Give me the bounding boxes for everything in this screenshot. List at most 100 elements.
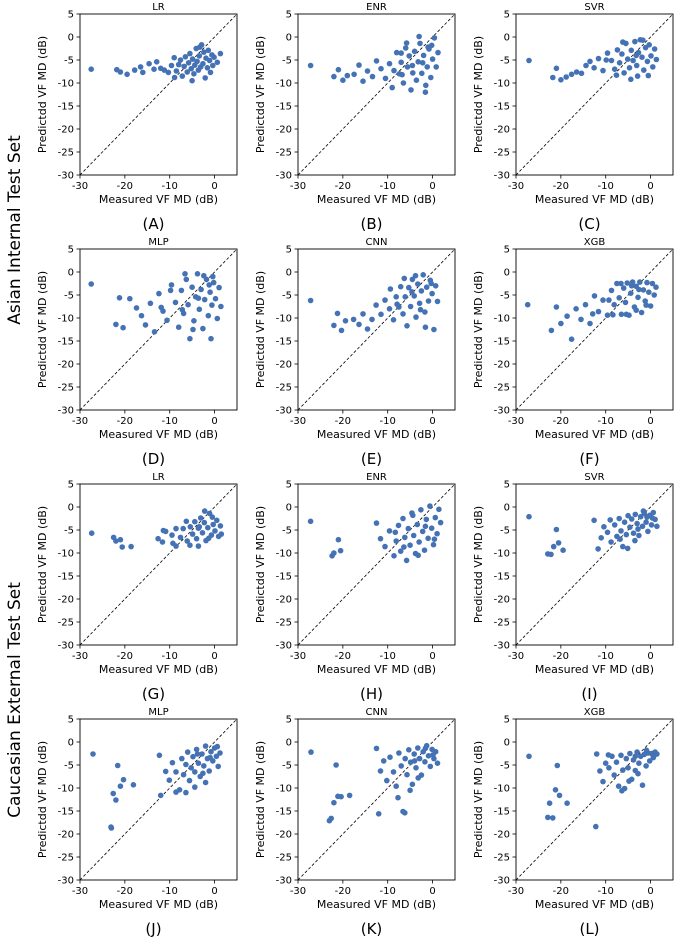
data-point	[650, 509, 657, 516]
data-point	[632, 511, 639, 518]
panel-title: ENR	[366, 2, 387, 13]
data-point	[423, 516, 430, 523]
data-point	[646, 42, 652, 48]
data-point	[151, 329, 158, 335]
data-point	[200, 60, 206, 67]
y-tick-label: 0	[286, 33, 292, 44]
data-point	[173, 769, 179, 775]
data-point	[192, 769, 198, 775]
data-point	[389, 84, 396, 91]
data-point	[653, 284, 659, 291]
data-point	[351, 71, 357, 78]
x-tick-label: -20	[335, 416, 351, 427]
data-point	[409, 276, 416, 283]
x-tick-label: -20	[553, 651, 569, 662]
data-point	[158, 304, 164, 311]
data-point	[393, 538, 400, 544]
y-tick-label: -10	[58, 784, 74, 795]
x-tick-label: -20	[117, 651, 133, 662]
x-tick-label: -10	[162, 651, 178, 662]
data-point	[328, 815, 335, 822]
plot-frame	[515, 718, 674, 881]
data-point	[434, 760, 441, 766]
y-tick-label: 5	[68, 10, 74, 21]
data-point	[402, 755, 409, 762]
scatter-panel-2: ENR -30 -20 -10 0 5 0 -5 -10 -15 -20 -25 -30 Measured…	[254, 2, 456, 233]
panel-title: SVR	[584, 472, 604, 483]
data-point	[618, 528, 624, 534]
data-point	[415, 745, 421, 751]
data-point	[404, 771, 410, 778]
x-tick-label: -10	[598, 181, 614, 192]
data-point	[564, 313, 570, 320]
data-point	[342, 318, 349, 324]
y-tick-label: -20	[494, 125, 510, 136]
data-point	[608, 539, 614, 545]
data-point	[640, 508, 647, 514]
data-point	[166, 777, 173, 783]
panel-label: (K)	[361, 920, 383, 938]
y-tick-label: 5	[68, 245, 74, 256]
data-point	[195, 543, 202, 549]
data-point	[604, 312, 611, 319]
data-point	[526, 513, 532, 520]
y-tick-label: 0	[286, 268, 292, 279]
data-point	[179, 755, 185, 762]
data-point	[591, 293, 598, 299]
data-point	[415, 775, 422, 781]
panel-title: CNN	[366, 237, 388, 248]
data-point	[431, 35, 438, 41]
data-point	[387, 286, 394, 292]
data-point	[113, 321, 119, 328]
data-point	[408, 87, 414, 93]
panel-title: MLP	[148, 237, 168, 248]
data-point	[647, 303, 654, 309]
data-point	[618, 280, 624, 287]
data-point	[196, 53, 203, 59]
data-points	[524, 279, 659, 343]
identity-line	[516, 484, 673, 645]
x-tick-label: 0	[211, 416, 217, 427]
data-point	[600, 297, 606, 303]
data-point	[646, 289, 652, 296]
x-tick-label: 0	[647, 651, 653, 662]
data-point	[179, 73, 186, 79]
panel-title: XGB	[584, 707, 606, 718]
data-point	[114, 762, 121, 769]
data-point	[398, 50, 405, 56]
data-point	[419, 70, 425, 77]
data-point	[625, 512, 631, 519]
data-point	[430, 752, 436, 758]
data-point	[199, 751, 205, 757]
data-point	[564, 800, 570, 806]
data-point	[617, 536, 623, 542]
x-tick-label: 0	[429, 651, 435, 662]
y-tick-label: -15	[494, 807, 510, 818]
data-point	[639, 782, 646, 788]
data-point	[331, 550, 337, 556]
y-tick-label: -10	[58, 314, 74, 325]
data-point	[331, 799, 337, 806]
data-point	[171, 74, 178, 81]
data-point	[649, 515, 656, 521]
data-point	[407, 542, 413, 548]
data-point	[373, 745, 380, 752]
y-tick-label: 5	[68, 715, 74, 726]
plot-frame	[79, 13, 238, 176]
data-point	[637, 513, 644, 520]
y-tick-label: -10	[276, 79, 292, 90]
data-point	[208, 335, 214, 342]
data-point	[422, 309, 428, 315]
scatter-panel-10: MLP -30 -20 -10 0 5 0 -5 -10 -15 -20 -25 -30 Measured…	[36, 707, 238, 938]
data-point	[416, 33, 422, 40]
data-point	[214, 517, 220, 524]
x-tick-label: -30	[290, 651, 306, 662]
data-point	[644, 279, 650, 286]
data-point	[634, 73, 641, 79]
data-point	[214, 315, 221, 322]
data-points	[307, 272, 441, 334]
x-axis-label: Measured VF MD (dB)	[99, 663, 218, 676]
data-point	[207, 754, 213, 761]
x-tick-label: -10	[380, 651, 396, 662]
data-point	[160, 527, 167, 534]
